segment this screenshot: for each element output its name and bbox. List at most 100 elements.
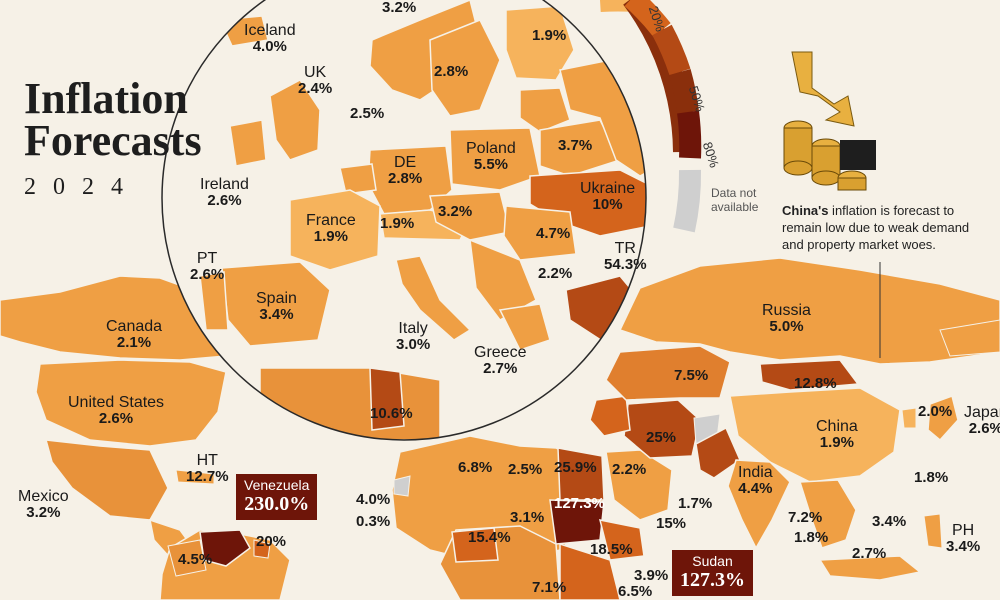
region-ethiopia [598,519,645,561]
region-mongolia [759,359,860,391]
region-philippines [923,513,943,549]
country-label: 2.5% [508,461,543,478]
china-callout: China's inflation is forecast to remain … [782,202,982,253]
region-tunisia-libya [369,367,405,431]
region-east-africa [559,542,621,600]
region-romania [503,205,577,261]
region-ireland [229,119,267,167]
country-label: 6.5% [618,583,653,600]
region-indonesia [818,555,922,581]
country-label: Japan2.6% [964,404,1000,438]
country-label: 4.5% [178,551,213,568]
region-india [727,459,791,550]
country-label: 10.6% [370,405,413,422]
country-label: 12.8% [794,375,837,392]
coins-icon [783,51,876,191]
region-korea [901,407,917,429]
country-label: 1.9% [380,215,415,232]
page-title: Inflation Forecasts [24,74,202,165]
country-label: 1.9% [532,27,567,44]
region-united-states [35,359,227,447]
country-label: 2.0% [918,403,953,420]
country-label: Italy 3.0% [396,320,431,354]
country-label: 15.4% [468,529,511,546]
country-label: 1.8% [914,469,949,486]
region-italy [395,255,472,341]
region-sweden [429,19,501,117]
country-label: 1.7% [678,495,713,512]
region-egypt [557,447,605,501]
region-colombia [167,539,207,577]
region-central-asia [605,345,731,401]
country-label: 3.2% [438,203,473,220]
highlight-tag-venezuela: Venezuela 230.0% [236,474,318,520]
country-label: China 1.9% [816,418,858,452]
country-label: HT 12.7% [186,452,229,486]
region-russia-west [559,49,646,177]
region-north-africa-inset [259,367,441,440]
region-benelux [339,163,377,195]
region-baltics [519,87,571,133]
country-label: Iceland 4.0% [244,22,296,56]
country-label: 2.2% [538,265,573,282]
region-czech-hungary [429,191,511,241]
country-label: Canada 2.1% [106,318,163,352]
region-caribbean-island [175,469,215,485]
country-label: Greece 2.7% [474,344,527,378]
country-label: 7.5% [674,367,709,384]
country-label: 4.7% [536,225,571,242]
europe-inset-border [161,0,647,441]
region-suriname [253,539,271,559]
highlight-tag-sudan: Sudan 127.3% [672,550,753,596]
region-portugal [199,271,229,331]
legend-no-data-swatch [673,169,702,233]
region-poland [449,127,541,191]
region-china [729,387,901,483]
country-label: Ukraine 10% [580,180,636,214]
country-label: 7.1% [532,579,567,596]
country-label: 1.8% [794,529,829,546]
year-subtitle: 2024 [24,174,140,200]
region-iraq-syria [589,395,631,437]
country-label: 25.9% [554,459,597,476]
region-west-sahara [393,475,411,497]
europe-inset-map [199,0,646,440]
region-alaska-tip [939,319,1000,357]
country-label: Russia 5.0% [762,302,811,336]
callout-country: China's [782,203,829,218]
country-label: Mexico 3.2% [18,488,69,522]
region-belarus [539,119,622,177]
country-label: 2.5% [350,105,385,122]
country-label: 15% [656,515,687,532]
country-label: 127.3% [554,495,605,512]
country-label: India 4.4% [738,464,773,498]
region-uk [269,79,321,161]
legend-no-data-label: Data not available [711,186,759,214]
country-label: UK 2.4% [298,64,333,98]
region-pakistan [695,426,741,479]
country-label: 3.7% [558,137,593,154]
region-iran [623,399,701,459]
country-label: Poland 5.5% [466,140,516,174]
region-greece [498,303,551,351]
country-label: 3.1% [510,509,545,526]
country-label: PT 2.6% [190,250,225,284]
country-label: 4.0% [356,491,391,508]
country-label: TR 54.3% [604,240,647,274]
country-label: DE 2.8% [388,154,423,188]
country-label: 2.8% [434,63,469,80]
country-label: 18.5% [590,541,633,558]
region-sudan [549,499,605,545]
country-label: 6.8% [458,459,493,476]
country-label: PH 3.4% [946,522,981,556]
region-japan [927,395,959,442]
country-label: France 1.9% [306,212,356,246]
country-label: 3.4% [872,513,907,530]
region-venezuela [199,529,251,567]
country-label: 25% [646,429,677,446]
country-label: Ireland 2.6% [200,176,249,210]
country-label: 2.2% [612,461,647,478]
country-label: Spain 3.4% [256,290,297,324]
